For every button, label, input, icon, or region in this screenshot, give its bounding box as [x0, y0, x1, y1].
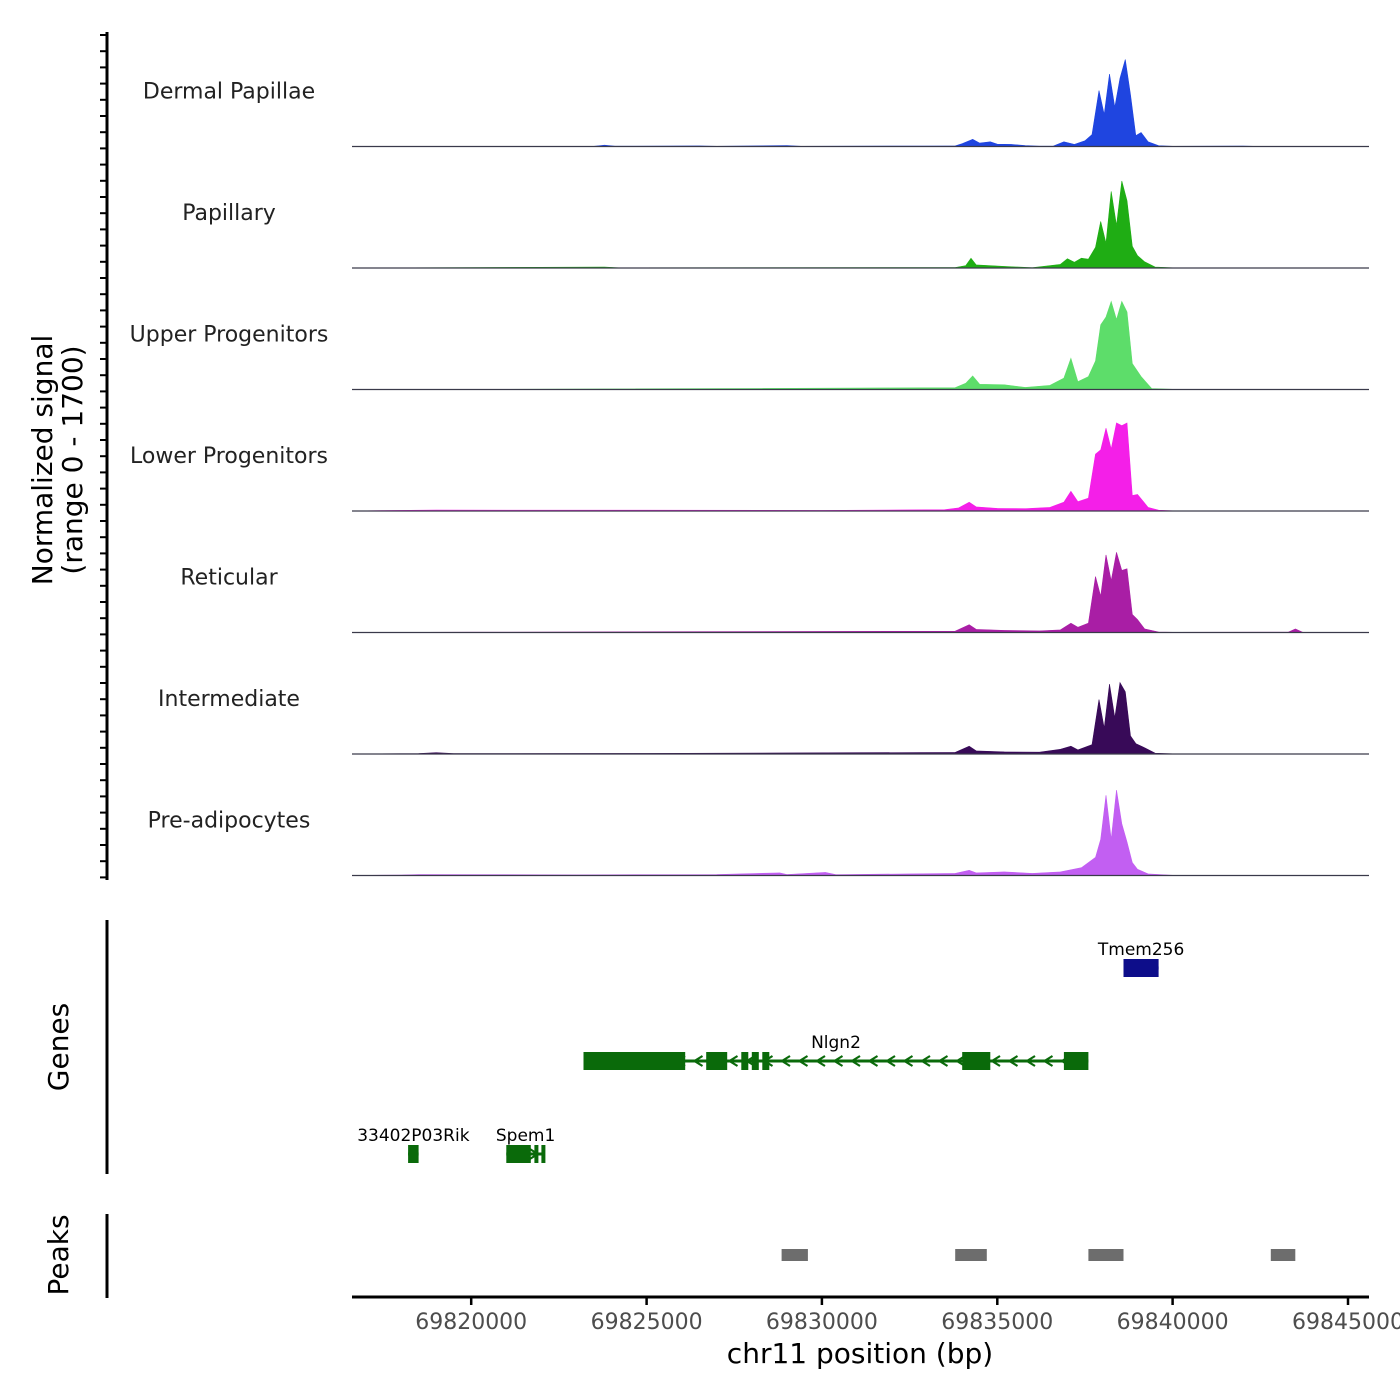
- gene-label: Nlgn2: [811, 1033, 861, 1053]
- track-label: Upper Progenitors: [130, 323, 329, 348]
- gene-label: Spem1: [496, 1126, 555, 1146]
- signal-area: [351, 180, 1370, 269]
- gene-exon: [534, 1145, 539, 1163]
- signal-track: Intermediate: [158, 681, 1370, 755]
- genes-track-title: Genes: [42, 1003, 75, 1091]
- strand-chevron: [692, 1055, 704, 1067]
- x-axis: 69820000 69825000 69830000 69835000 69840000…: [352, 1295, 1400, 1335]
- gene-exon: [762, 1052, 770, 1070]
- gene-exon: [1063, 1052, 1089, 1070]
- strand-chevron: [989, 1055, 1001, 1067]
- signal-area: [351, 552, 1370, 633]
- x-tick-label: 69845000: [1292, 1310, 1400, 1335]
- peaks-track: [781, 1249, 1296, 1261]
- x-axis-title: chr11 position (bp): [727, 1337, 993, 1370]
- strand-chevron: [919, 1055, 931, 1067]
- signal-track: Pre-adipocytes: [148, 790, 1370, 877]
- strand-chevron: [1007, 1055, 1019, 1067]
- signal-track: Upper Progenitors: [130, 300, 1370, 391]
- strand-chevron: [1024, 1055, 1036, 1067]
- peaks-track-title: Peaks: [42, 1214, 75, 1295]
- gene-exon: [1123, 959, 1159, 977]
- track-label: Papillary: [182, 201, 276, 226]
- signal-area: [351, 422, 1370, 512]
- track-label: Dermal Papillae: [143, 80, 315, 105]
- signal-tracks: Dermal Papillae Papillary Upper Progenitor…: [130, 59, 1370, 877]
- gene-exon: [583, 1052, 686, 1070]
- x-tick-label: 69820000: [415, 1310, 527, 1335]
- gene-model: Nlgn2: [583, 1033, 1089, 1070]
- peak-region: [955, 1249, 987, 1261]
- x-tick-label: 69825000: [591, 1310, 703, 1335]
- signal-area: [351, 59, 1370, 147]
- x-tick-label: 69830000: [766, 1310, 878, 1335]
- signal-area: [351, 790, 1370, 876]
- x-tick-label: 69835000: [941, 1310, 1053, 1335]
- strand-chevron: [797, 1055, 809, 1067]
- signal-track: Papillary: [182, 180, 1370, 269]
- peak-region: [1270, 1249, 1296, 1261]
- gene-model: Tmem256: [1097, 940, 1184, 977]
- signal-track: Reticular: [180, 552, 1370, 634]
- peak-region: [1088, 1249, 1124, 1261]
- strand-chevron: [937, 1055, 949, 1067]
- strand-chevron: [849, 1055, 861, 1067]
- y-axis-title-line1: Normalized signal: [26, 335, 59, 586]
- gene-exon: [541, 1145, 546, 1163]
- gene-model: Spem1: [496, 1126, 555, 1163]
- strand-chevron: [884, 1055, 896, 1067]
- strand-chevron: [832, 1055, 844, 1067]
- x-tick-label: 69840000: [1117, 1310, 1229, 1335]
- gene-exon: [408, 1145, 419, 1163]
- strand-chevron: [902, 1055, 914, 1067]
- strand-chevron: [814, 1055, 826, 1067]
- y-axis-title-line2: (range 0 - 1700): [56, 345, 89, 574]
- gene-exon: [506, 1145, 531, 1163]
- gene-label: 33402P03Rik: [357, 1126, 469, 1146]
- strand-chevron: [867, 1055, 879, 1067]
- gene-exon: [962, 1052, 991, 1070]
- signal-area: [351, 681, 1370, 755]
- track-label: Pre-adipocytes: [148, 809, 311, 834]
- gene-model: 33402P03Rik: [357, 1126, 470, 1163]
- gene-exon: [751, 1052, 759, 1070]
- genes-track: Tmem256 Nlgn2 33402P03Rik Spem1: [357, 940, 1184, 1163]
- signal-area: [351, 300, 1370, 390]
- strand-chevron: [1042, 1055, 1054, 1067]
- peak-region: [781, 1249, 808, 1261]
- track-label: Lower Progenitors: [130, 444, 328, 469]
- track-label: Intermediate: [158, 687, 300, 712]
- strand-chevron: [727, 1055, 739, 1067]
- gene-exon: [706, 1052, 728, 1070]
- strand-chevron: [779, 1055, 791, 1067]
- gene-label: Tmem256: [1097, 940, 1184, 960]
- signal-track: Dermal Papillae: [143, 59, 1370, 148]
- track-label: Reticular: [180, 566, 278, 591]
- gene-exon: [741, 1052, 749, 1070]
- signal-track: Lower Progenitors: [130, 422, 1370, 512]
- signal-y-axis: [100, 32, 109, 880]
